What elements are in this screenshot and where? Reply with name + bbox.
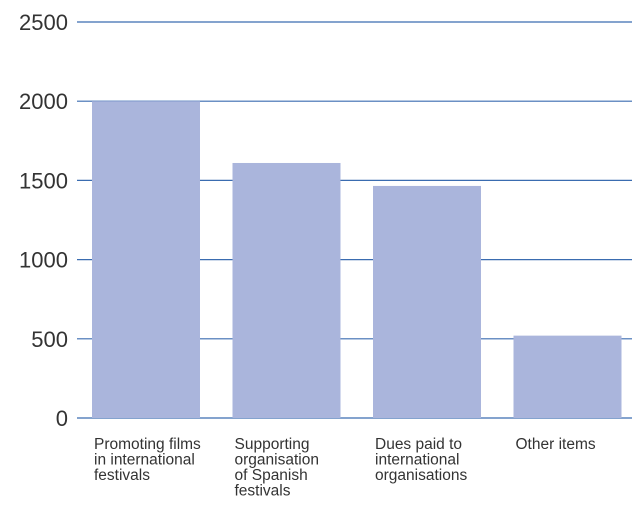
x-tick-label-line: Promoting films [94,436,201,453]
x-tick-label-line: Other items [516,436,596,453]
x-tick-label-line: Supporting [235,436,310,453]
x-tick-label-line: in international [94,452,195,469]
y-tick-label: 1500 [19,168,68,193]
x-tick-label-line: organisations [375,467,467,484]
x-tick-label-line: Dues paid to [375,436,462,453]
y-tick-label: 0 [56,406,68,431]
x-tick-label-line: organisation [235,452,319,469]
y-tick-label: 2000 [19,89,68,114]
y-tick-label: 500 [31,327,68,352]
x-tick-label-3: Dues paid to international organisations [375,436,467,484]
y-axis-ticks: 0 500 1000 1500 2000 2500 [19,10,68,431]
bars [92,101,622,418]
x-tick-label-4: Other items [516,436,596,453]
x-axis-labels: Promoting films in international festivals… [94,436,596,500]
x-tick-label-line: of Spanish [235,467,308,484]
y-tick-label: 2500 [19,10,68,35]
x-tick-label-line: international [375,452,459,469]
x-tick-label-line: festivals [94,467,150,484]
bar-1 [92,101,200,418]
y-tick-label: 1000 [19,248,68,273]
bar-2 [232,162,341,418]
bar-4 [513,335,622,418]
bar-3 [373,185,481,418]
x-tick-label-1: Promoting films in international festivals [94,436,201,484]
x-tick-label-line: festivals [235,483,291,500]
x-tick-label-2: Supporting organisation of Spanish festival… [235,436,319,500]
